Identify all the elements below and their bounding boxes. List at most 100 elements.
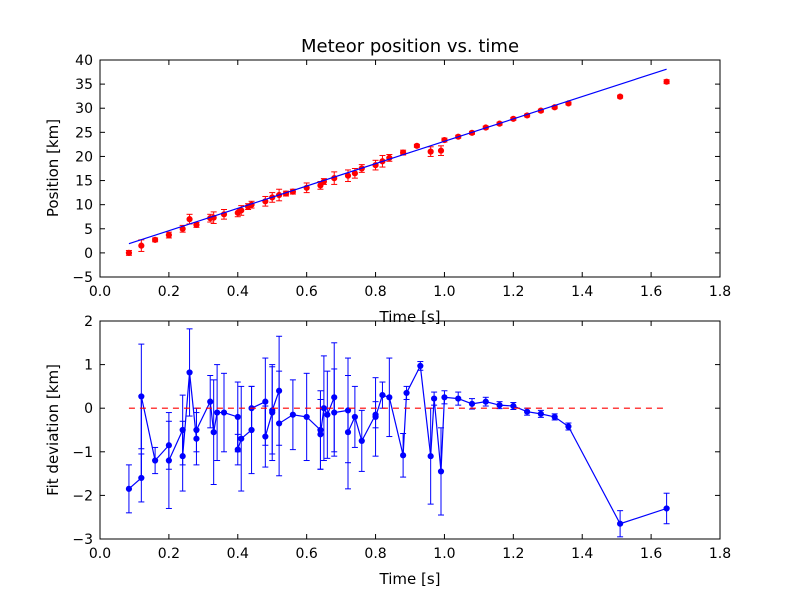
deviation-data-point xyxy=(455,395,462,402)
position-data-point xyxy=(186,216,193,223)
deviation-data-point xyxy=(165,457,172,464)
position-y-tick-label: 40 xyxy=(75,53,93,69)
chart-title: Meteor position vs. time xyxy=(301,36,519,57)
position-data-point xyxy=(193,221,200,229)
position-y-tick-label: 5 xyxy=(84,222,93,238)
position-data-point xyxy=(663,78,670,85)
deviation-data-point xyxy=(152,457,159,464)
position-x-tick-label: 0.4 xyxy=(227,284,249,300)
position-y-tick-label: 25 xyxy=(75,125,93,141)
deviation-data-point xyxy=(482,398,489,405)
deviation-data-point xyxy=(276,387,283,394)
position-data-point xyxy=(427,148,434,155)
deviation-y-tick-label: 0 xyxy=(84,401,93,417)
position-x-tick-label: 0.6 xyxy=(296,284,318,300)
deviation-data-point xyxy=(289,411,296,418)
deviation-data-point xyxy=(358,437,365,444)
position-x-tick-label: 0.2 xyxy=(158,284,180,300)
position-x-tick-label: 0.0 xyxy=(89,284,111,300)
position-data-point xyxy=(125,249,133,256)
deviation-data-point xyxy=(331,409,338,416)
position-y-tick-label: 10 xyxy=(75,198,93,214)
position-x-axis-label: Time [s] xyxy=(379,308,441,326)
position-x-tick-label: 1.4 xyxy=(571,284,593,300)
deviation-data-point xyxy=(193,426,200,434)
position-data-point xyxy=(437,147,445,154)
deviation-data-point xyxy=(331,394,338,401)
deviation-marks xyxy=(125,328,670,538)
position-x-tick-label: 1.6 xyxy=(640,284,662,300)
deviation-data-point xyxy=(524,408,531,415)
deviation-data-point xyxy=(186,369,193,376)
deviation-data-point xyxy=(663,505,670,512)
position-panel: Meteor position vs. time 0.0 0.2 0.4 0.6 0.8… xyxy=(44,36,731,326)
deviation-x-tick-label: 1.8 xyxy=(709,546,731,562)
deviation-y-tick-label: −3 xyxy=(72,532,93,548)
deviation-data-point xyxy=(351,413,358,421)
position-y-tick-label: 35 xyxy=(75,77,93,93)
deviation-x-tick-label: 1.2 xyxy=(502,546,524,562)
deviation-ticks: 0.0 0.2 0.4 0.6 0.8 1.0 1.2 1.4 1.6 1.8 −3 −2 −1 0 1 2 xyxy=(72,314,731,562)
position-x-tick-label: 0.8 xyxy=(364,284,386,300)
deviation-data-point xyxy=(210,429,217,436)
deviation-plot-frame xyxy=(99,320,721,540)
deviation-data-point xyxy=(138,474,145,482)
deviation-data-point xyxy=(220,409,228,416)
position-y-tick-label: 0 xyxy=(84,246,93,262)
deviation-data-point xyxy=(324,411,331,418)
deviation-data-point xyxy=(320,405,327,412)
deviation-data-point xyxy=(379,392,386,399)
deviation-panel: 0.0 0.2 0.4 0.6 0.8 1.0 1.2 1.4 1.6 1.8−3−2−1012 … xyxy=(44,314,731,588)
deviation-data-point xyxy=(417,362,424,370)
deviation-y-tick-label: 2 xyxy=(84,314,93,330)
deviation-data-point xyxy=(496,402,503,409)
position-data-point xyxy=(238,207,245,214)
deviation-x-tick-label: 0.4 xyxy=(227,546,249,562)
position-series-1-line xyxy=(128,68,667,245)
position-data-point xyxy=(165,231,172,239)
position-x-tick-label: 1.2 xyxy=(502,284,524,300)
deviation-data-point xyxy=(537,410,544,417)
deviation-data-point xyxy=(400,452,407,459)
deviation-data-point xyxy=(179,453,186,460)
deviation-data-point xyxy=(262,398,269,405)
position-ticks: 0.0 0.2 0.4 0.6 0.8 1.0 1.2 1.4 1.6 1.8 −5 0 5 10 15 20… xyxy=(72,53,731,300)
deviation-data-point xyxy=(179,426,186,434)
position-x-tick-label: 1.8 xyxy=(709,284,731,300)
position-y-tick-label: 20 xyxy=(75,149,93,165)
deviation-data-point xyxy=(344,407,352,414)
position-data-point xyxy=(344,172,352,179)
position-plot-frame xyxy=(99,59,721,278)
position-y-axis-label: Position [km] xyxy=(44,119,62,217)
deviation-data-point xyxy=(510,402,517,410)
deviation-data-point xyxy=(431,395,438,402)
deviation-x-tick-label: 1.6 xyxy=(640,546,662,562)
deviation-x-tick-label: 0.8 xyxy=(364,546,386,562)
deviation-data-point xyxy=(551,413,558,421)
position-marks xyxy=(125,68,670,256)
position-y-tick-label: −5 xyxy=(72,270,93,286)
deviation-data-point xyxy=(234,446,241,453)
position-y-tick-label: 30 xyxy=(75,101,93,117)
deviation-data-point xyxy=(193,435,200,442)
deviation-data-point xyxy=(372,413,379,421)
position-data-point xyxy=(413,142,420,149)
deviation-data-point xyxy=(138,393,145,400)
deviation-x-tick-label: 0.6 xyxy=(296,546,318,562)
deviation-data-point xyxy=(617,520,624,527)
deviation-x-tick-label: 1.4 xyxy=(571,546,593,562)
deviation-data-point xyxy=(262,433,269,440)
deviation-data-point xyxy=(437,468,445,475)
deviation-data-point xyxy=(165,442,172,449)
deviation-data-point xyxy=(276,420,283,427)
deviation-data-point xyxy=(386,394,393,401)
deviation-x-tick-label: 1.0 xyxy=(433,546,455,562)
position-x-tick-label: 1.0 xyxy=(433,284,455,300)
deviation-data-point xyxy=(207,398,214,405)
deviation-x-tick-label: 0.0 xyxy=(89,546,111,562)
deviation-data-point xyxy=(125,485,133,492)
deviation-data-point xyxy=(441,394,448,401)
deviation-data-point xyxy=(403,389,410,397)
position-y-tick-label: 15 xyxy=(75,174,93,190)
deviation-data-point xyxy=(214,409,221,416)
